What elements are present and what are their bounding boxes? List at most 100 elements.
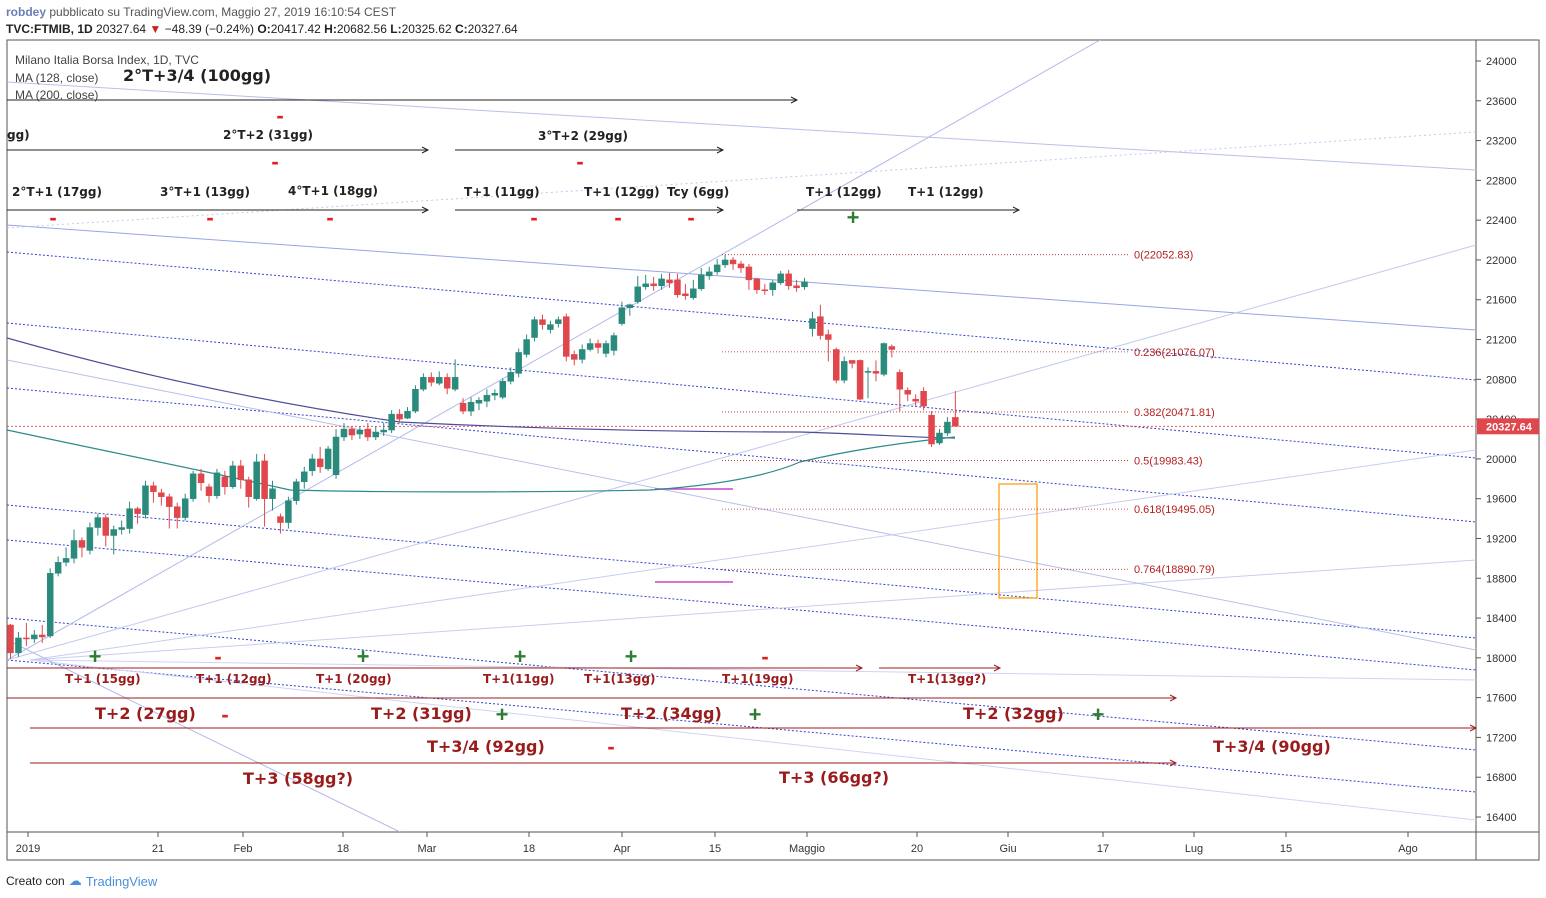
candle-up [944,417,951,437]
open-value: 20417.42 [270,22,321,36]
candle-up [420,373,427,392]
candle-body [594,343,602,348]
candle-body [396,413,403,420]
candle-up [555,316,562,328]
candle-up [809,311,816,337]
arrow-head [790,96,799,104]
arrow-head [1169,759,1178,767]
candle-body [158,492,165,497]
last-price-badge-label: 20327.64 [1486,421,1533,433]
candle-body [721,259,729,266]
candle-body [888,346,896,350]
last-price: 20327.64 [96,22,147,36]
candle-body [896,372,904,390]
close-value: 20327.64 [467,22,518,36]
candle-up [864,367,872,399]
tradingview-brand[interactable]: TradingView [85,873,158,889]
plus-sign: + [749,702,762,727]
price-chart[interactable]: 0(22052.83) 0.236(21076.07) 0.382(20471.81… [0,0,1546,870]
cycle-label-top: 3°T+2 (29gg) [538,129,628,143]
y-tick-label: 20000 [1486,454,1517,466]
trend-line [29,559,1476,661]
candle-up [308,453,316,476]
candle-down [904,387,911,402]
x-tick-label: 15 [1280,843,1292,855]
footer: Creato con ☁ TradingView [6,873,157,889]
candle-body [745,266,753,281]
candle-body [213,472,221,496]
candle-down [872,360,880,382]
candle-down [761,283,769,295]
candle-body [308,458,316,472]
low-value: 20325.62 [401,22,452,36]
candle-body [173,506,181,518]
candle-body [451,377,459,390]
time-axis: 2019 21 Feb 18 Mar 18 Apr 15 Maggio 20 Giu 17 Lug 15 A… [16,832,1418,855]
arrow-head [421,206,430,214]
cycle-label-bottom: T+2 (27gg) [95,704,196,723]
candle-down [348,426,356,440]
minus-sign: - [221,702,228,727]
candle-body [753,278,761,291]
candle-up [118,520,125,535]
candles [7,254,959,659]
candle-body [94,517,102,528]
candle-body [547,324,554,330]
candle-down [316,446,324,473]
price-change: −48.39 (−0.24%) [164,22,255,36]
candle-body [833,349,840,381]
candle-body [952,417,959,427]
candle-down [793,279,800,292]
candle-body [388,413,395,431]
candle-body [23,637,30,640]
y-tick-label: 23200 [1486,136,1517,148]
fib-level-label: 0(22052.83) [1134,250,1193,262]
candle-body [912,398,919,402]
candle-body [936,432,943,444]
candle-up [713,258,721,275]
moving-averages [7,337,956,493]
candle-up [840,356,848,384]
candle-body [507,372,514,382]
candle-body [285,500,292,523]
candle-down [23,623,30,646]
candle-body [293,481,300,501]
cycle-label-bottom: T+3/4 (90gg) [1213,737,1331,756]
plus-sign: + [1092,702,1105,727]
candle-body [666,279,673,284]
candle-body [189,473,197,499]
candle-body [316,458,324,468]
plus-sign: + [847,205,860,230]
candle-body [237,465,245,481]
x-tick-label: 20 [911,843,923,855]
candle-body [713,264,721,273]
candle-down [166,493,173,529]
candle-up [618,301,626,326]
cycle-label-top: 2°T+2 (31gg) [223,128,313,142]
legend: Milano Italia Borsa Index, 1D, TVC MA (1… [15,53,199,102]
y-tick-label: 18000 [1486,653,1517,665]
candle-up [15,631,22,657]
x-tick-label: Maggio [789,843,825,855]
candle-down [888,344,896,358]
x-tick-label: 17 [1097,843,1109,855]
candle-down [78,537,86,558]
candle-body [904,390,911,395]
candle-body [737,263,745,269]
candle-up [547,320,554,334]
candle-up [412,385,419,414]
plus-sign: + [625,644,638,669]
candle-body [332,436,340,476]
x-tick-label: Lug [1185,843,1203,855]
candle-body [563,316,570,357]
trend-line [7,131,1476,229]
candle-up [634,275,642,304]
candle-body [761,289,769,292]
candle-body [539,319,546,325]
cycle-label-bottom: T+2 (32gg) [963,704,1064,723]
cycle-label-top: T+1 (12gg) [584,185,660,199]
chart-frame [6,39,1540,861]
author-name[interactable]: robdey [6,5,47,19]
fib-level-label: 0.382(20471.81) [1134,407,1215,419]
candle-body [483,394,491,402]
